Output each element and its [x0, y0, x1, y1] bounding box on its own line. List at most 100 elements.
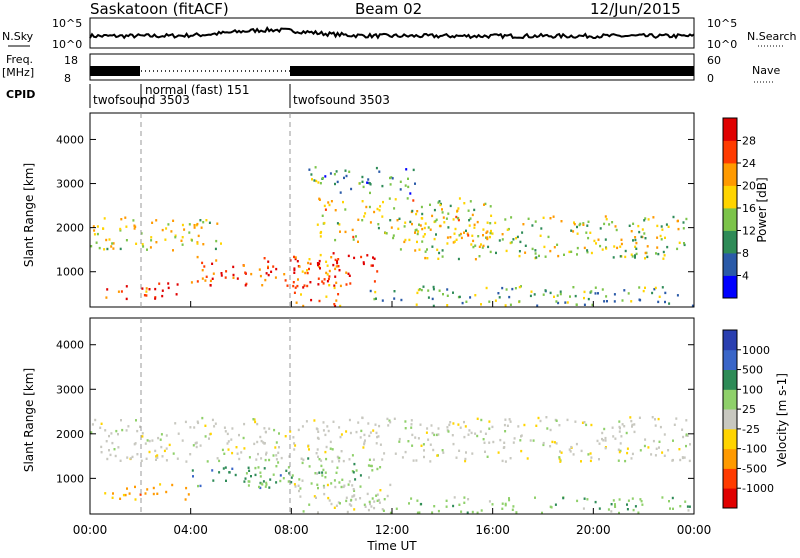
scatter-cell	[265, 481, 268, 485]
scatter-cell	[334, 258, 337, 262]
scatter-cell	[125, 285, 128, 288]
scatter-cell	[248, 469, 251, 472]
scatter-cell	[301, 479, 304, 482]
scatter-cell	[344, 230, 347, 234]
scatter-cell	[570, 445, 573, 449]
scatter-cell	[188, 231, 191, 234]
scatter-cell	[383, 498, 386, 501]
scatter-cell	[155, 219, 158, 222]
scatter-cell	[427, 438, 430, 441]
scatter-cell	[437, 433, 440, 436]
scatter-cell	[554, 503, 557, 506]
scatter-cell	[601, 248, 604, 251]
scatter-cell	[275, 458, 278, 461]
scatter-cell	[672, 215, 675, 219]
scatter-cell	[434, 220, 437, 223]
scatter-cell	[349, 431, 352, 435]
scatter-cell	[631, 255, 634, 258]
scatter-cell	[143, 294, 146, 297]
scatter-cell	[141, 435, 144, 438]
scatter-cell	[296, 260, 299, 263]
scatter-cell	[605, 247, 608, 250]
scatter-cell	[202, 243, 205, 246]
scatter-cell	[667, 225, 670, 228]
scatter-cell	[355, 235, 357, 238]
scatter-cell	[512, 505, 515, 508]
scatter-cell	[187, 493, 190, 496]
scatter-cell	[544, 289, 547, 292]
scatter-cell	[373, 506, 376, 510]
colorbar-segment	[723, 163, 737, 186]
scatter-cell	[193, 224, 196, 227]
scatter-cell	[393, 297, 396, 300]
scatter-cell	[302, 304, 305, 308]
scatter-cell	[504, 430, 507, 433]
scatter-cell	[487, 245, 490, 249]
scatter-cell	[627, 292, 630, 295]
scatter-cell	[293, 271, 296, 274]
scatter-cell	[104, 429, 107, 432]
scatter-cell	[268, 486, 271, 489]
scatter-cell	[495, 251, 497, 255]
scatter-cell	[154, 297, 157, 300]
scatter-cell	[336, 222, 339, 225]
scatter-cell	[404, 221, 407, 224]
scatter-cell	[279, 474, 282, 477]
scatter-cell	[165, 227, 168, 230]
scatter-cell	[583, 246, 586, 250]
scatter-cell	[257, 452, 259, 456]
scatter-cell	[144, 442, 147, 445]
scatter-cell	[575, 442, 578, 446]
scatter-cell	[212, 479, 215, 482]
scatter-cell	[637, 224, 640, 228]
colorbar-tick-label: 24	[742, 157, 756, 170]
scatter-cell	[437, 509, 440, 513]
scatter-cell	[222, 467, 225, 470]
scatter-cell	[668, 302, 671, 305]
colorbar-tick-label: -500	[742, 462, 767, 475]
scatter-cell	[348, 418, 351, 422]
scatter-cell	[623, 425, 626, 428]
scatter-cell	[155, 241, 158, 244]
scatter-cell	[476, 417, 479, 420]
scatter-cell	[196, 280, 199, 283]
scatter-cell	[621, 423, 624, 426]
scatter-cell	[551, 440, 554, 444]
scatter-cell	[539, 234, 542, 237]
scatter-cell	[235, 446, 238, 449]
scatter-cell	[604, 238, 607, 241]
nsky-frame	[89, 17, 695, 49]
scatter-cell	[534, 496, 536, 499]
scatter-cell	[321, 474, 324, 477]
scatter-cell	[208, 437, 210, 440]
scatter-cell	[664, 300, 666, 304]
scatter-cell	[199, 484, 202, 488]
ytick-label: 4000	[56, 339, 84, 352]
scatter-cell	[308, 448, 310, 451]
scatter-cell	[201, 261, 204, 265]
scatter-cell	[243, 422, 246, 426]
scatter-cell	[265, 453, 267, 456]
scatter-cell	[323, 221, 326, 225]
scatter-cell	[375, 494, 378, 497]
scatter-cell	[421, 227, 424, 231]
scatter-cell	[326, 425, 329, 428]
scatter-cell	[315, 496, 317, 499]
scatter-cell	[274, 446, 277, 449]
scatter-cell	[536, 304, 539, 307]
scatter-cell	[514, 287, 517, 290]
scatter-cell	[656, 246, 659, 249]
scatter-cell	[504, 418, 507, 421]
cpid-segment-2: normal (fast) 151	[145, 83, 249, 97]
xtick-label: 00:00	[677, 523, 712, 537]
scatter-cell	[457, 257, 460, 261]
scatter-cell	[441, 449, 444, 452]
nsearch-tick-high: 10^5	[707, 17, 737, 30]
scatter-cell	[335, 281, 338, 284]
scatter-cell	[360, 255, 363, 259]
nsky-label: N.Sky	[2, 30, 34, 43]
scatter-cell	[197, 421, 200, 425]
scatter-cell	[550, 506, 553, 509]
scatter-cell	[558, 424, 561, 427]
